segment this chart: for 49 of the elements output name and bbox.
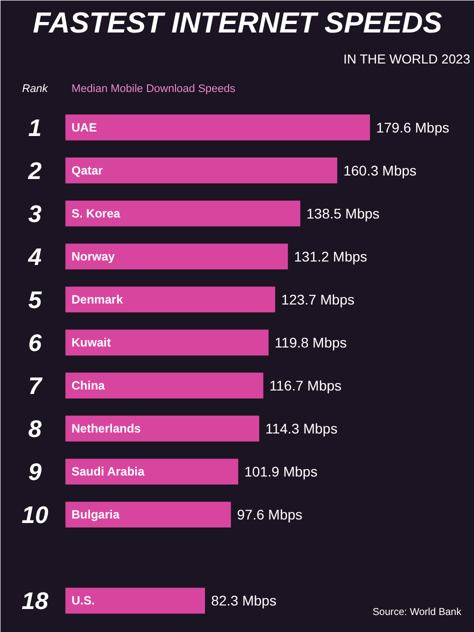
bar [65,372,264,398]
bar [65,200,300,226]
text: IN THE WORLD 2023 [343,52,470,66]
y-tick-label: China [72,378,106,393]
data-label: 138.5 Mbps [306,205,380,222]
text: 18 [22,588,49,616]
y-tick-label: S. Korea [72,206,121,220]
data-label: 114.3 Mbps [265,420,338,437]
y-tick-label: Denmark [72,292,124,307]
data-label: 119.8 Mbps [274,334,347,351]
text: 3 [28,200,42,228]
data-label: 97.6 Mbps [237,506,302,523]
text: 9 [28,459,42,486]
y-tick-label: Bulgaria [72,508,120,522]
y-axis-title: Rank [22,83,48,96]
data-label: 131.2 Mbps [294,248,368,264]
y-tick-label: Netherlands [72,422,142,436]
source-note: Source: World Bank [372,606,462,618]
bar [65,158,338,184]
data-label: 116.7 Mbps [269,378,342,394]
bar [65,502,231,528]
chart-title: FASTEST INTERNET SPEEDS [32,8,443,40]
y-tick-label: Saudi Arabia [72,464,145,479]
y-tick-label: Kuwait [72,336,111,350]
bar [65,330,269,356]
bar [65,416,260,442]
y-tick-label: U.S. [72,594,95,608]
text: 6 [28,330,42,358]
data-label: 179.6 Mbps [376,119,450,136]
data-label: 123.7 Mbps [281,292,354,308]
bar [65,114,370,140]
bar [65,588,205,614]
data-label: 160.3 Mbps [343,162,417,178]
text: 5 [28,287,42,314]
text: 7 [28,373,44,400]
data-label: 101.9 Mbps [244,464,318,480]
text: 8 [28,416,42,444]
data-label: 82.3 Mbps [211,592,276,609]
y-tick-label: Qatar [72,163,104,178]
text: 2 [27,158,42,185]
x-axis-title: Median Mobile Download Speeds [72,83,236,96]
bar [65,244,288,270]
text: 4 [27,244,42,271]
bar [65,286,276,312]
text: 10 [22,502,49,530]
text: 1 [28,114,42,142]
y-tick-label: Norway [72,250,116,264]
bar [65,458,238,485]
y-tick-label: UAE [72,120,97,134]
